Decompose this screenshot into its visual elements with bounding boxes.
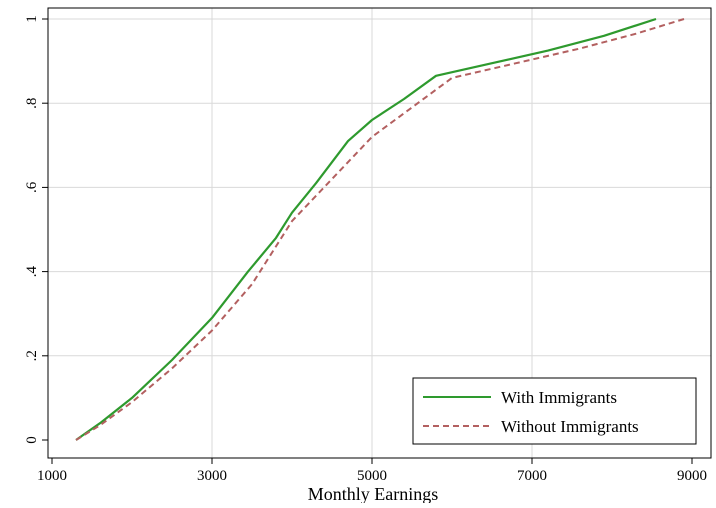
plot-frame bbox=[47, 7, 712, 459]
x-axis-label: Monthly Earnings bbox=[308, 484, 439, 503]
axes: 1000 3000 5000 7000 9000 0 .2 .4 .6 .8 1 bbox=[24, 15, 707, 484]
y-tick-label: .2 bbox=[24, 350, 40, 361]
y-tick-label: 0 bbox=[24, 436, 40, 444]
grid-lines bbox=[48, 8, 711, 458]
legend: With Immigrants Without Immigrants bbox=[412, 377, 697, 445]
y-tick-label: .8 bbox=[24, 98, 40, 109]
x-tick-label: 7000 bbox=[517, 468, 547, 484]
legend-box bbox=[412, 377, 697, 445]
x-tick-label: 3000 bbox=[197, 468, 227, 484]
x-tick-label: 1000 bbox=[37, 468, 67, 484]
y-tick-label: .6 bbox=[24, 181, 40, 193]
legend-label: Without Immigrants bbox=[501, 417, 639, 436]
series-line-without-immigrants bbox=[75, 18, 685, 441]
series-line-with-immigrants bbox=[75, 17, 657, 441]
y-tick-label: .4 bbox=[24, 265, 40, 277]
x-tick-label: 5000 bbox=[357, 468, 387, 484]
x-tick-label: 9000 bbox=[677, 468, 707, 484]
data-series bbox=[75, 17, 685, 441]
legend-label: With Immigrants bbox=[501, 388, 617, 407]
y-tick-label: 1 bbox=[24, 15, 40, 23]
